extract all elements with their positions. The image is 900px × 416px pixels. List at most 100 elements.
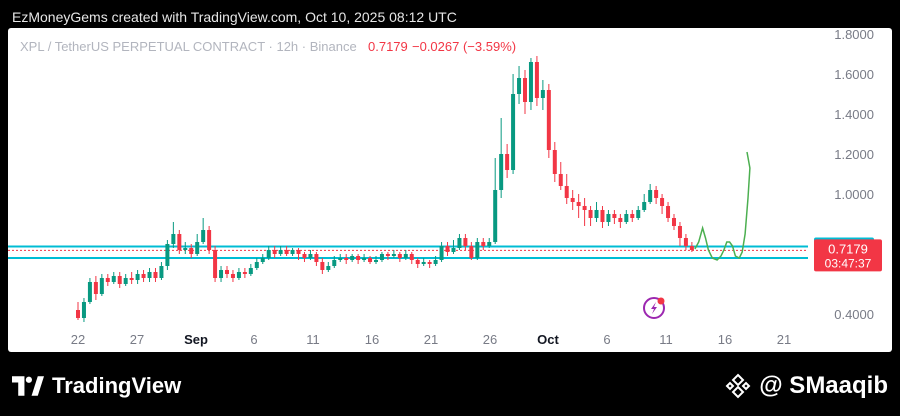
candle-body	[540, 90, 545, 98]
candle-body	[457, 238, 462, 248]
candle-body	[171, 234, 176, 244]
candle-body	[207, 230, 212, 250]
candle-body	[385, 254, 390, 256]
candle-body	[123, 278, 128, 284]
candle-body	[403, 254, 408, 258]
candle-body	[105, 278, 110, 282]
candle-body	[391, 254, 396, 256]
candle-body	[677, 226, 682, 238]
author-handle-text: @ SMaaqib	[759, 372, 888, 399]
candle-body	[260, 258, 265, 262]
candle-body	[523, 78, 527, 102]
author-handle: @ SMaaqib	[725, 372, 888, 400]
candle-body	[558, 174, 563, 186]
lightning-icon[interactable]	[643, 297, 665, 319]
symbol-label: XPL / TetherUS PERPETUAL CONTRACT · 12h …	[20, 39, 357, 54]
candle-body	[272, 250, 277, 254]
candle-body	[129, 278, 134, 280]
candle-body	[534, 62, 539, 98]
x-tick-label: 27	[130, 332, 144, 347]
candle-body	[499, 154, 504, 190]
candle-body	[296, 250, 301, 254]
candle-body	[278, 250, 283, 254]
candle-body	[606, 214, 611, 222]
candle-body	[439, 246, 444, 260]
y-tick-label: 0.4000	[834, 307, 874, 322]
candle-body	[654, 190, 659, 198]
candle-body	[433, 260, 438, 264]
candle-body	[368, 258, 373, 262]
projection-line	[694, 151, 751, 261]
candle-body	[141, 274, 146, 278]
y-tick-label: 1.8000	[834, 28, 874, 42]
candle-body	[630, 214, 635, 218]
countdown-label: 03:47:37	[825, 256, 872, 270]
candle-body	[475, 242, 480, 258]
x-tick-label: 16	[365, 332, 379, 347]
candle-body	[374, 260, 378, 262]
candle-body	[344, 258, 349, 260]
candle-body	[552, 150, 557, 174]
candle-body	[415, 260, 420, 264]
candle-body	[201, 230, 206, 242]
chart-panel[interactable]: 1.80001.60001.40001.20001.00000.40000.73…	[8, 28, 892, 352]
candle-body	[451, 248, 456, 252]
candle-body	[463, 238, 468, 246]
x-tick-label: 6	[250, 332, 257, 347]
y-tick-label: 1.6000	[834, 67, 874, 82]
candle-body	[594, 210, 599, 218]
candle-body	[570, 198, 575, 202]
candle-body	[332, 260, 337, 266]
candle-body	[338, 258, 343, 260]
candle-body	[528, 62, 533, 102]
candle-body	[362, 258, 367, 260]
chart-header: XPL / TetherUS PERPETUAL CONTRACT · 12h …	[20, 39, 516, 54]
candle-body	[517, 78, 522, 94]
candle-body	[248, 268, 253, 274]
tradingview-logo-icon	[12, 376, 44, 396]
attribution-text: EzMoneyGems created with TradingView.com…	[12, 9, 457, 25]
candle-body	[308, 254, 313, 258]
candle-body	[421, 262, 426, 264]
candle-body	[481, 242, 486, 246]
candle-body	[230, 274, 235, 278]
x-tick-label: 11	[306, 332, 320, 347]
x-tick-label: Oct	[537, 332, 559, 347]
candle-body	[350, 256, 355, 260]
candle-body	[147, 272, 152, 278]
candle-body	[666, 206, 671, 218]
candle-body	[320, 262, 325, 270]
candle-body	[582, 206, 587, 210]
price-chart[interactable]: 1.80001.60001.40001.20001.00000.40000.73…	[8, 28, 892, 352]
candle-body	[117, 276, 122, 284]
x-tick-label: 11	[659, 332, 673, 347]
candle-body	[213, 250, 218, 278]
candle-body	[177, 234, 182, 250]
candle-body	[314, 254, 319, 262]
y-tick-label: 1.0000	[834, 187, 874, 202]
candle-body	[302, 254, 307, 258]
candle-body	[326, 266, 331, 270]
x-tick-label: 6	[603, 332, 610, 347]
candle-body	[672, 218, 676, 226]
candle-body	[493, 190, 498, 242]
candle-body	[636, 210, 641, 218]
x-tick-label: 16	[718, 332, 732, 347]
candle-body	[618, 218, 623, 222]
candle-body	[588, 210, 593, 218]
price-change: −0.0267 (−3.59%)	[412, 39, 516, 54]
candle-body	[93, 282, 98, 294]
candle-body	[266, 250, 271, 258]
y-tick-label: 1.4000	[834, 107, 874, 122]
current-price-label: 0.7179	[828, 241, 868, 256]
candle-body	[600, 210, 605, 222]
candle-body	[183, 248, 188, 250]
candle-body	[159, 266, 164, 278]
tradingview-logo[interactable]: TradingView	[12, 373, 181, 399]
candle-body	[546, 90, 551, 150]
candle-body	[612, 214, 617, 218]
candle-body	[111, 276, 116, 282]
candle-body	[76, 310, 80, 318]
candle-body	[487, 242, 492, 246]
candle-body	[87, 282, 92, 302]
